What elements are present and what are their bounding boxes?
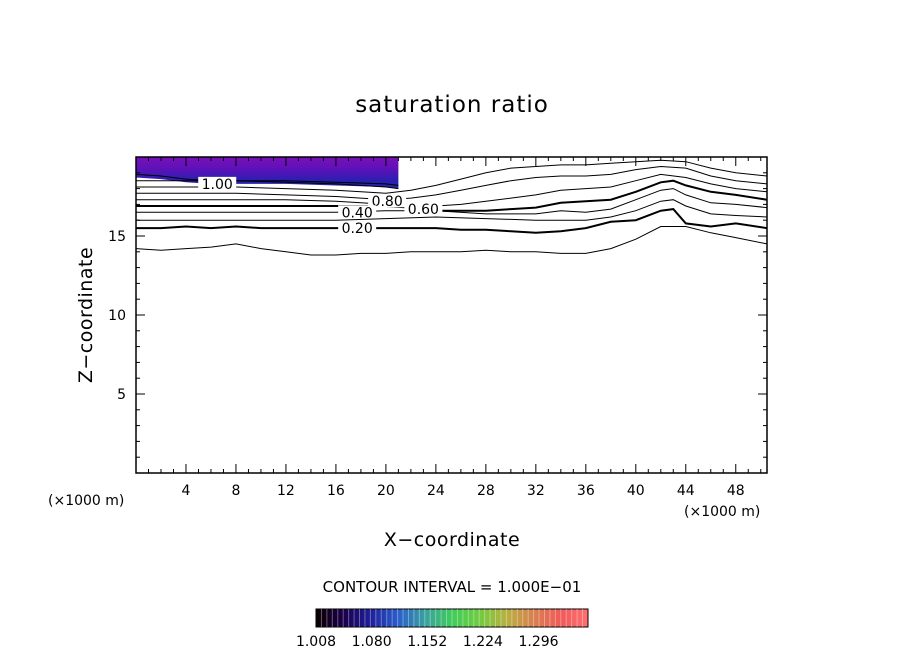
contour-line [136,173,767,207]
chart-title: saturation ratio [355,92,549,118]
x-tick-labels: 4 8 12 16 20 24 28 32 36 40 44 48 [182,483,745,499]
colorbar-tick-label: 1.296 [518,634,558,650]
contour-label: 0.40 [342,205,373,221]
colorbar-stripes [320,609,584,627]
contour-line [136,188,767,215]
x-tick-label: 48 [727,483,745,499]
contour-line [136,165,767,201]
plot-frame [135,156,768,474]
x-tick-label: 40 [627,483,645,499]
x-tick-label: 4 [182,483,191,499]
x-axis-title: X−coordinate [384,529,520,551]
x-tick-label: 12 [277,483,295,499]
colorbar: 1.008 1.080 1.152 1.224 1.296 [296,608,589,650]
x-unit-right: (×1000 m) [684,504,760,520]
x-tick-label: 44 [677,483,695,499]
x-tick-label: 20 [377,483,395,499]
contour-labels: 1.00 0.80 0.60 0.400.20 [198,176,443,237]
y-tick-label: 10 [108,308,126,324]
x-tick-label: 24 [427,483,445,499]
filled-contour-region [136,157,399,189]
x-tick-label: 8 [231,483,240,499]
y-tick-label: 15 [108,229,126,245]
x-tick-label: 36 [577,483,595,499]
contour-line [136,180,399,190]
colorbar-tick-label: 1.152 [407,634,447,650]
plot-area [136,157,767,256]
colorbar-labels: 1.008 1.080 1.152 1.224 1.296 [296,634,559,650]
contour-label-bg [338,221,377,235]
x-unit-left: (×1000 m) [48,493,124,509]
colorbar-tick-label: 1.008 [296,634,336,650]
contour-label: 1.00 [202,177,233,193]
contour-line [136,179,767,212]
contour-label-bg [338,205,377,219]
x-tick-label: 16 [327,483,345,499]
contour-label: 0.60 [408,202,439,218]
contour-lines [136,159,767,256]
x-tick-label: 28 [477,483,495,499]
contour-label: 0.20 [342,221,373,237]
y-axis-title: Z−coordinate [75,247,97,383]
contour-line [136,199,767,221]
contour-label-bg [368,194,407,208]
colorbar-gradient [315,608,589,628]
contour-line [136,226,767,256]
contour-interval-text: CONTOUR INTERVAL = 1.000E−01 [323,578,582,596]
contour-label-bg [198,176,237,190]
contour-line [136,208,767,234]
x-tick-label: 32 [527,483,545,499]
contour-label: 0.80 [372,194,403,210]
y-tick-label: 5 [117,387,126,403]
contour-label-bg [404,202,443,216]
filled-region [136,157,399,189]
contour-line [136,159,767,194]
colorbar-tick-label: 1.080 [352,634,392,650]
colorbar-tick-label: 1.224 [463,634,503,650]
axis-ticks [136,157,767,473]
y-tick-labels: 5 10 15 [108,229,126,403]
